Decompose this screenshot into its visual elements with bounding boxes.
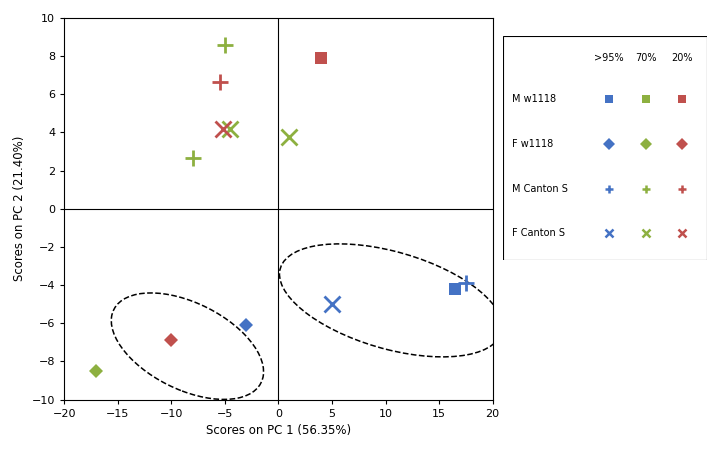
X-axis label: Scores on PC 1 (56.35%): Scores on PC 1 (56.35%) [206,424,351,437]
Text: 70%: 70% [635,53,657,63]
Text: >95%: >95% [594,53,624,63]
Text: M Canton S: M Canton S [511,184,568,194]
Y-axis label: Scores on PC 2 (21.40%): Scores on PC 2 (21.40%) [14,136,26,282]
Text: F Canton S: F Canton S [511,229,565,238]
FancyBboxPatch shape [503,36,707,260]
Text: M w1118: M w1118 [511,94,555,104]
Text: 20%: 20% [672,53,693,63]
Text: F w1118: F w1118 [511,139,553,149]
